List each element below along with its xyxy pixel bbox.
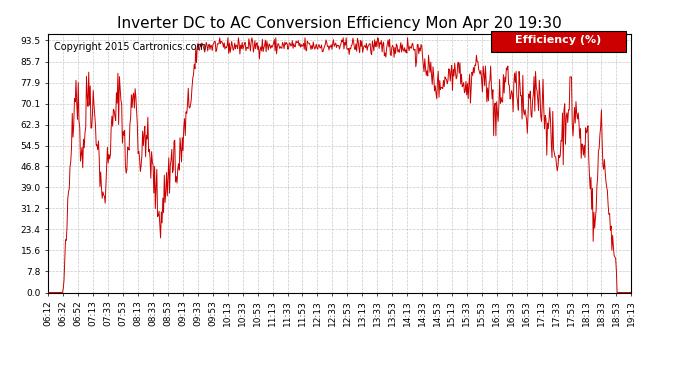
Text: Copyright 2015 Cartronics.com: Copyright 2015 Cartronics.com: [54, 42, 206, 51]
Title: Inverter DC to AC Conversion Efficiency Mon Apr 20 19:30: Inverter DC to AC Conversion Efficiency …: [117, 16, 562, 31]
Bar: [491, 31, 626, 52]
Text: Efficiency (%): Efficiency (%): [515, 36, 602, 45]
